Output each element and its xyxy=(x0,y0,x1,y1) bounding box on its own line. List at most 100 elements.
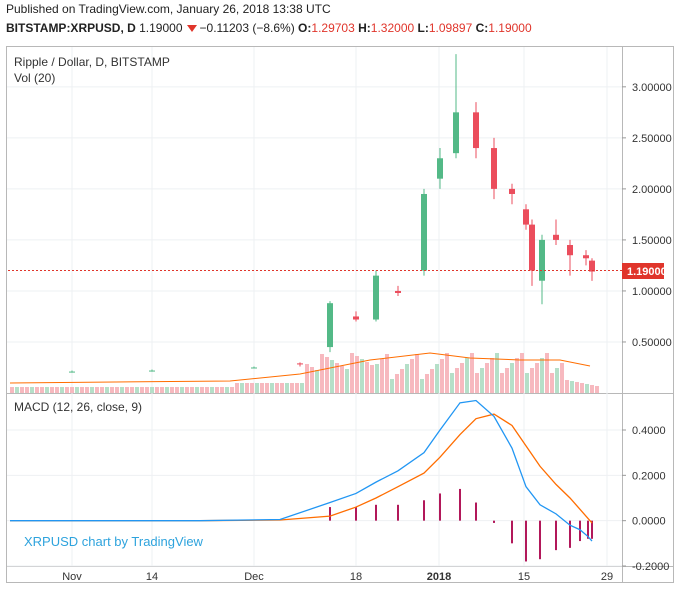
candle-body xyxy=(327,303,333,348)
volume-bar xyxy=(150,387,154,393)
volume-bar xyxy=(120,387,124,393)
price-tick-label: 2.50000 xyxy=(632,133,672,145)
volume-bar xyxy=(270,383,274,393)
volume-bar xyxy=(310,367,314,393)
volume-bar xyxy=(405,364,409,393)
candle-body xyxy=(373,275,379,320)
volume-bar xyxy=(200,387,204,393)
volume-bar xyxy=(255,383,259,393)
volume-bar xyxy=(210,387,214,393)
macd-title: MACD (12, 26, close, 9) xyxy=(14,400,142,414)
close-value: 1.19000 xyxy=(488,21,532,35)
close-label: C: xyxy=(475,21,489,35)
volume-bar xyxy=(110,387,114,393)
volume-bar xyxy=(520,353,524,393)
volume-bar xyxy=(195,387,199,393)
time-tick-label: Nov xyxy=(62,571,82,583)
volume-bar xyxy=(510,363,514,393)
open-label: O: xyxy=(298,21,312,35)
volume-label: Vol (20) xyxy=(14,71,55,85)
candle-body xyxy=(395,290,401,293)
volume-bar xyxy=(180,387,184,393)
price-tag: 1.19000 xyxy=(627,266,667,278)
volume-bar xyxy=(85,387,89,393)
volume-bar xyxy=(505,368,509,393)
volume-bar xyxy=(515,358,519,393)
price-tick-label: 0.50000 xyxy=(632,337,672,349)
volume-bar xyxy=(165,387,169,393)
published-info: Published on TradingView.com, January 26… xyxy=(6,2,331,16)
price-tick-label: 2.00000 xyxy=(632,184,672,196)
time-tick-label: 29 xyxy=(601,571,613,583)
volume-bar xyxy=(455,368,459,393)
volume-bar xyxy=(575,382,579,393)
volume-bar xyxy=(545,353,549,393)
volume-bar xyxy=(500,373,504,393)
volume-bar xyxy=(305,364,309,393)
volume-bar xyxy=(480,368,484,393)
volume-bar xyxy=(70,387,74,393)
volume-bar xyxy=(345,369,349,393)
low-value: 1.09897 xyxy=(428,21,473,35)
volume-bar xyxy=(525,373,529,393)
volume-bar xyxy=(530,368,534,393)
volume-bar xyxy=(90,387,94,393)
volume-bar xyxy=(50,387,54,393)
volume-bar xyxy=(245,383,249,393)
volume-bar xyxy=(550,373,554,393)
volume-bar xyxy=(325,357,329,393)
volume-bar xyxy=(250,383,254,393)
volume-bar xyxy=(45,387,49,393)
volume-bar xyxy=(355,356,359,393)
candle-body xyxy=(251,367,257,369)
pane-title: Ripple / Dollar, D, BITSTAMP xyxy=(14,55,170,69)
volume-bar xyxy=(585,384,589,393)
candle-body xyxy=(567,245,573,256)
volume-bar xyxy=(425,374,429,393)
volume-bar xyxy=(385,354,389,393)
open-value: 1.29703 xyxy=(311,21,355,35)
volume-bar xyxy=(400,369,404,393)
price-axis[interactable]: 3.00000 2.50000 2.00000 1.50000 1.00000 0.500… xyxy=(622,82,672,573)
volume-bar xyxy=(95,387,99,393)
volume-bar xyxy=(415,354,419,393)
volume-bar xyxy=(465,358,469,393)
candle-body xyxy=(589,260,595,272)
volume-bar xyxy=(230,387,234,393)
candles[interactable] xyxy=(69,54,595,373)
candle-body xyxy=(297,363,303,365)
watermark[interactable]: XRPUSD chart by TradingView xyxy=(24,534,204,549)
volume-bar xyxy=(430,369,434,393)
volume-bar xyxy=(420,379,424,393)
volume-bar xyxy=(560,363,564,393)
macd-tick-label: 0.4000 xyxy=(632,425,666,437)
volume-bar xyxy=(460,363,464,393)
volume-bar xyxy=(390,379,394,393)
volume-bar xyxy=(160,387,164,393)
volume-bar xyxy=(140,387,144,393)
candle-body xyxy=(69,371,75,373)
candle-body xyxy=(529,224,535,271)
volume-bar xyxy=(205,387,209,393)
volume-bar xyxy=(535,363,539,393)
time-tick-label: 14 xyxy=(146,571,158,583)
volume-bar xyxy=(290,383,294,393)
signal-line xyxy=(10,413,593,524)
volume-bar xyxy=(135,387,139,393)
volume-bar xyxy=(175,387,179,393)
time-axis[interactable]: Nov 14 Dec 18 2018 15 29 xyxy=(62,571,613,583)
volume-bar xyxy=(25,387,29,393)
price-tick-label: 1.00000 xyxy=(632,286,672,298)
candle-body xyxy=(353,316,359,320)
volume-bar xyxy=(145,387,149,393)
volume-bar xyxy=(340,366,344,393)
volume-bars xyxy=(9,352,599,393)
macd-lines xyxy=(10,399,593,562)
volume-bar xyxy=(40,387,44,393)
volume-bar xyxy=(20,387,24,393)
volume-bar xyxy=(170,387,174,393)
volume-bar xyxy=(590,385,594,393)
candle-body xyxy=(523,209,529,225)
volume-bar xyxy=(445,353,449,393)
